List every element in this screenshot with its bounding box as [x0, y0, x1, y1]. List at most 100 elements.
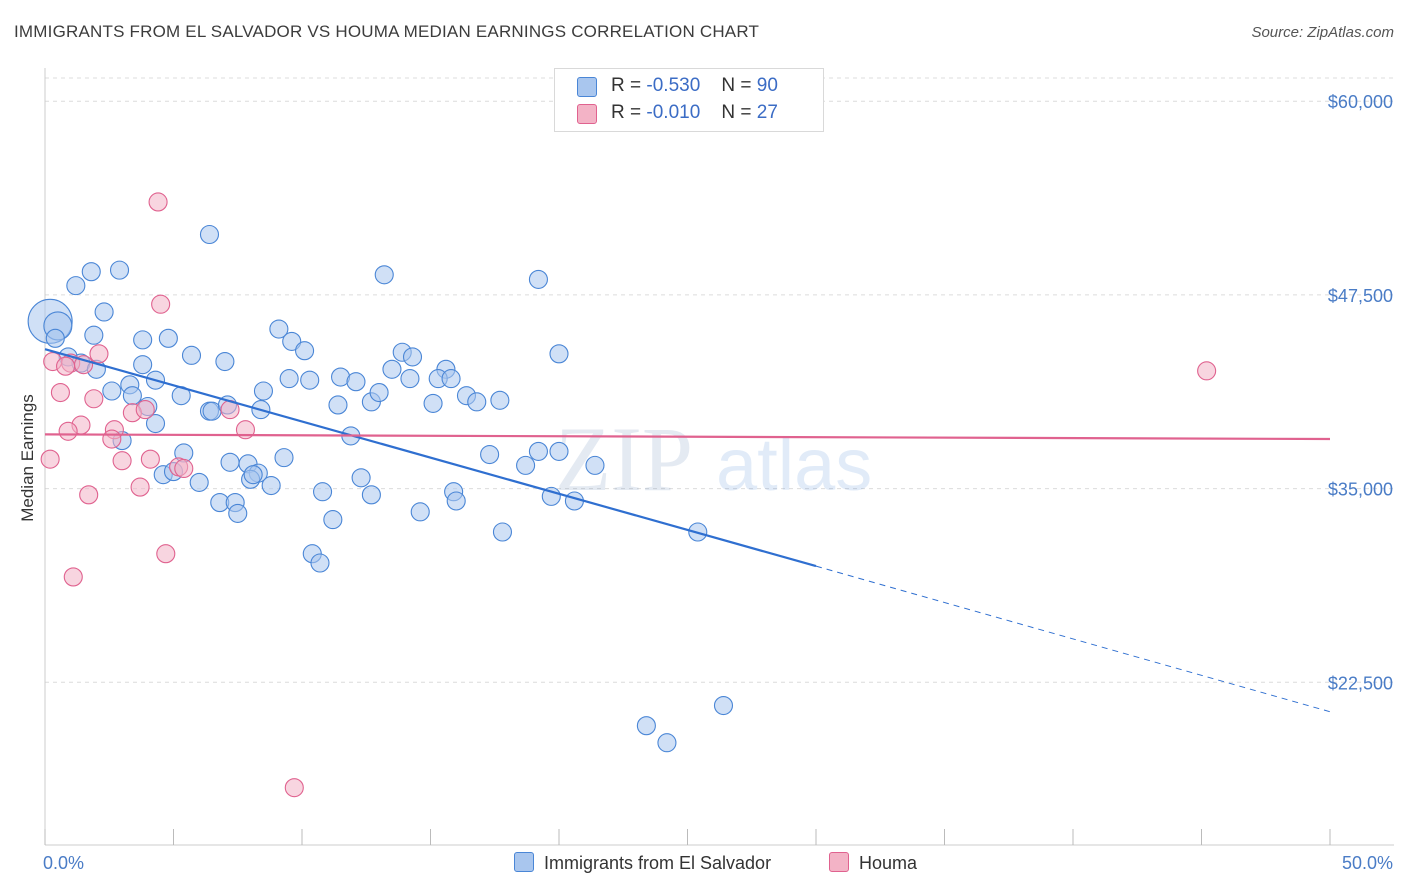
r-value: -0.010: [646, 102, 701, 123]
data-point-el-salvador: [351, 468, 371, 488]
data-point-el-salvador: [402, 347, 423, 367]
n-value: 90: [756, 75, 778, 96]
y-axis-label: Median Earnings: [18, 394, 37, 522]
data-point-el-salvador: [181, 345, 202, 365]
data-point-el-salvador: [269, 319, 289, 339]
data-point-el-salvador: [382, 359, 402, 379]
data-point-el-salvador: [310, 553, 330, 573]
data-point-el-salvador: [189, 472, 209, 492]
n-label: N =: [721, 102, 752, 123]
watermark-atlas: atlas: [716, 423, 872, 506]
data-point-el-salvador: [220, 452, 240, 472]
legend-swatch-blue: [577, 77, 597, 97]
data-point-el-salvador: [145, 413, 166, 434]
trend-line-el-salvador-extension: [815, 565, 1331, 713]
tick-labels: $60,000 $47,500 $35,000 $22,500 0.0% 50.0%: [43, 92, 1393, 873]
x-tick-label: 50.0%: [1342, 853, 1393, 873]
data-point-el-salvador: [66, 276, 86, 296]
data-point-houma: [135, 400, 155, 420]
data-point-houma: [79, 485, 99, 505]
data-point-el-salvador: [133, 355, 153, 375]
bottom-legend-houma: Houma: [829, 852, 917, 876]
data-point-el-salvador: [261, 475, 281, 496]
data-point-houma: [84, 389, 104, 409]
legend-swatch-pink: [577, 104, 597, 124]
data-point-el-salvador: [158, 328, 178, 348]
legend-row-el-salvador: R = -0.530 N = 90: [577, 75, 778, 99]
bottom-legend-swatch-pink: [829, 852, 849, 872]
data-point-el-salvador: [328, 395, 348, 415]
n-value: 27: [756, 102, 778, 123]
x-tick-label: 0.0%: [43, 853, 84, 873]
y-tick-label: $35,000: [1328, 480, 1393, 500]
y-tick-label: $22,500: [1328, 673, 1393, 693]
data-point-el-salvador: [585, 455, 605, 475]
data-point-el-salvador: [423, 393, 443, 413]
data-point-el-salvador: [528, 269, 548, 289]
data-point-el-salvador: [361, 485, 381, 505]
data-point-el-salvador: [480, 444, 500, 465]
data-point-el-salvador: [243, 465, 263, 485]
data-point-el-salvador: [279, 369, 299, 389]
data-point-el-salvador: [636, 716, 656, 736]
data-point-el-salvador: [228, 503, 248, 523]
data-point-el-salvador: [300, 370, 320, 390]
data-point-el-salvador: [122, 386, 142, 406]
data-point-el-salvador: [313, 482, 333, 502]
data-point-houma: [89, 344, 109, 364]
legend-row-houma: R = -0.010 N = 27: [577, 102, 778, 126]
bottom-legend-el-salvador: Immigrants from El Salvador: [514, 852, 771, 876]
data-point-el-salvador: [133, 330, 153, 350]
data-point-houma: [156, 544, 176, 564]
r-value: -0.530: [646, 75, 701, 96]
chart-title: IMMIGRANTS FROM EL SALVADOR VS HOUMA MED…: [14, 22, 760, 41]
data-point-el-salvador: [410, 502, 430, 522]
data-point-el-salvador: [713, 695, 734, 716]
data-point-houma: [50, 382, 70, 403]
correlation-legend: R = -0.530 N = 90 R = -0.010 N = 27: [554, 68, 824, 132]
n-label: N =: [721, 75, 752, 96]
data-point-el-salvador: [492, 522, 513, 542]
data-point-houma: [63, 567, 83, 587]
data-point-houma: [151, 294, 171, 314]
data-point-el-salvador: [400, 369, 420, 389]
data-point-houma: [40, 449, 60, 469]
data-point-houma: [284, 778, 304, 798]
data-point-el-salvador: [81, 262, 101, 282]
data-point-houma: [148, 192, 168, 212]
data-point-el-salvador: [657, 733, 677, 753]
data-point-houma: [112, 451, 132, 471]
watermark: ZIP atlas: [555, 408, 872, 510]
data-point-houma: [56, 356, 76, 376]
bottom-legend-label: Immigrants from El Salvador: [544, 853, 772, 873]
data-point-el-salvador: [282, 331, 302, 351]
data-point-el-salvador: [549, 344, 569, 364]
bottom-legend-label: Houma: [859, 853, 918, 873]
r-label: R =: [611, 102, 642, 123]
data-point-el-salvador: [215, 352, 235, 372]
data-point-el-salvador: [516, 455, 536, 475]
data-point-el-salvador: [253, 381, 274, 401]
data-point-houma: [140, 449, 160, 469]
trend-line-el-salvador: [44, 348, 817, 568]
data-point-el-salvador: [102, 381, 122, 401]
data-point-el-salvador: [84, 325, 104, 345]
y-tick-label: $60,000: [1328, 92, 1393, 112]
data-point-houma: [130, 477, 150, 497]
data-point-el-salvador: [109, 260, 130, 280]
data-point-el-salvador: [490, 390, 510, 410]
y-tick-label: $47,500: [1328, 286, 1393, 306]
data-point-el-salvador: [323, 510, 343, 530]
data-point-el-salvador: [369, 382, 389, 403]
trend-line-houma: [44, 433, 1331, 441]
data-point-el-salvador: [528, 441, 548, 461]
trend-lines: [44, 348, 1331, 713]
data-point-el-salvador: [346, 372, 366, 392]
data-point-el-salvador: [45, 328, 65, 348]
data-point-el-salvador: [199, 224, 220, 245]
r-label: R =: [611, 75, 642, 96]
data-point-el-salvador: [374, 265, 394, 285]
bottom-legend-swatch-blue: [514, 852, 534, 872]
data-point-el-salvador: [467, 392, 487, 412]
